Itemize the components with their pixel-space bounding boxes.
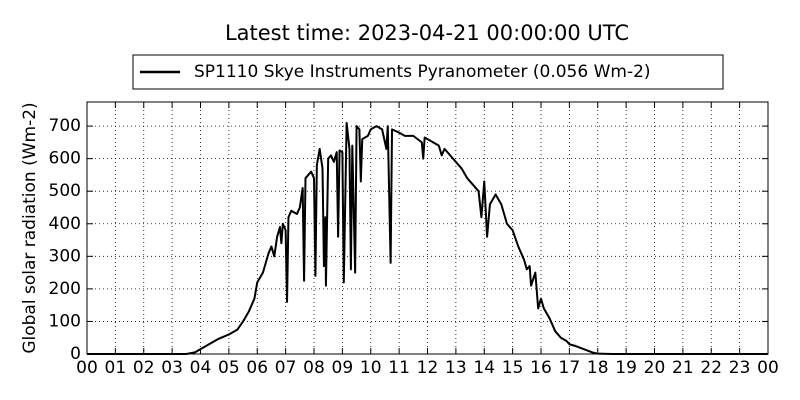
x-tick-label: 06 xyxy=(246,358,268,378)
x-tick-label: 00 xyxy=(76,358,98,378)
x-tick-label: 05 xyxy=(218,358,240,378)
x-tick-label: 01 xyxy=(105,358,127,378)
x-tick-label: 08 xyxy=(303,358,325,378)
x-tick-label: 09 xyxy=(332,358,354,378)
x-tick-label: 23 xyxy=(729,358,751,378)
plot-frame xyxy=(86,101,769,355)
chart-title: Latest time: 2023-04-21 00:00:00 UTC xyxy=(225,21,629,45)
y-tick-label: 100 xyxy=(49,311,81,331)
x-tick-label: 04 xyxy=(190,358,212,378)
y-tick-label: 300 xyxy=(49,246,81,266)
x-tick-label: 19 xyxy=(615,358,637,378)
y-axis-label: Global solar radiation (Wm-2) xyxy=(20,102,40,353)
x-tick-label: 21 xyxy=(672,358,694,378)
x-tick-label: 13 xyxy=(445,358,467,378)
legend-label: SP1110 Skye Instruments Pyranometer (0.0… xyxy=(194,62,651,82)
x-tick-label: 15 xyxy=(502,358,524,378)
x-tick-label: 16 xyxy=(530,358,552,378)
x-tick-label: 12 xyxy=(417,358,439,378)
y-tick-label: 0 xyxy=(70,344,81,364)
x-tick-label: 07 xyxy=(275,358,297,378)
x-tick-label: 11 xyxy=(388,358,410,378)
x-tick-label: 22 xyxy=(700,358,722,378)
y-tick-label: 500 xyxy=(49,181,81,201)
x-tick-label: 17 xyxy=(559,358,581,378)
x-tick-label: 14 xyxy=(473,358,495,378)
y-tick-label: 400 xyxy=(49,214,81,234)
y-tick-label: 700 xyxy=(49,116,81,136)
data-line xyxy=(87,121,768,355)
x-tick-label: 20 xyxy=(644,358,666,378)
x-tick-label: 18 xyxy=(587,358,609,378)
x-tick-label: 03 xyxy=(161,358,183,378)
legend xyxy=(132,54,724,90)
x-tick-label: 10 xyxy=(360,358,382,378)
y-tick-label: 600 xyxy=(49,149,81,169)
y-tick-label: 200 xyxy=(49,279,81,299)
x-tick-label: 00 xyxy=(757,358,779,378)
x-tick-label: 02 xyxy=(133,358,155,378)
